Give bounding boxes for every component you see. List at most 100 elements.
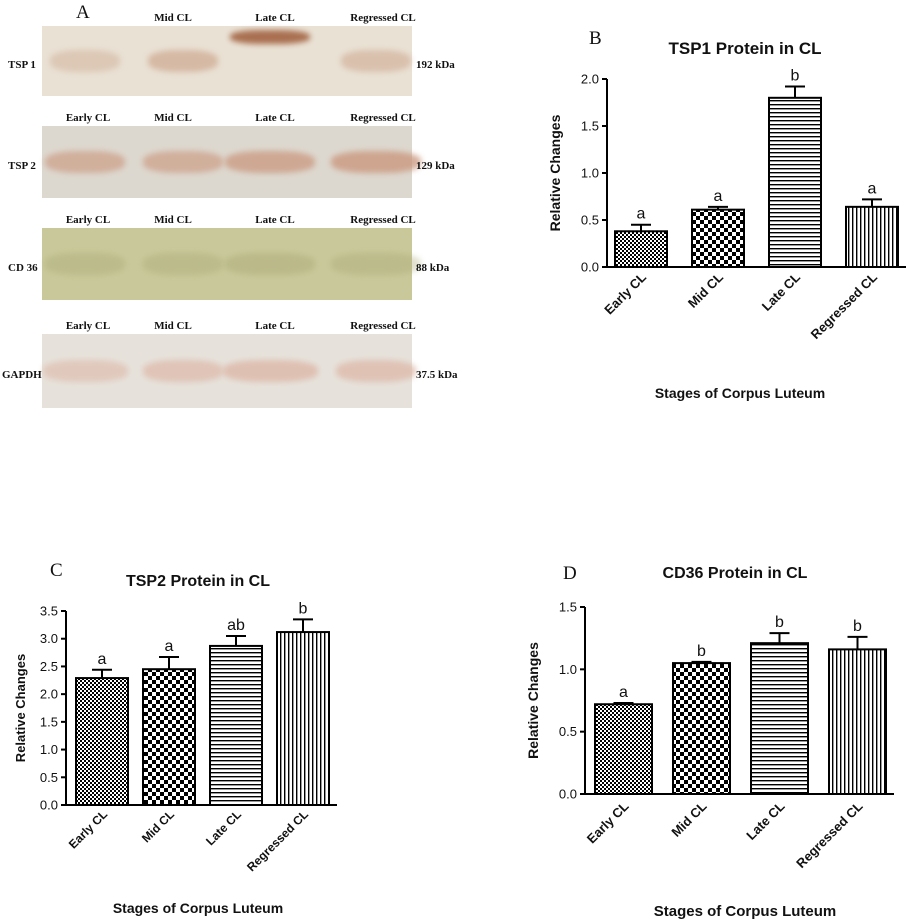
x-tick-label: Regressed CL <box>244 807 311 874</box>
y-tick-label: 0.0 <box>581 260 599 275</box>
significance-letter: a <box>165 638 174 655</box>
panel-d-letter: D <box>563 563 577 584</box>
blot-size-label: 192 kDa <box>416 59 455 71</box>
blot-lane-label: Regressed CL <box>350 214 416 226</box>
blot-band <box>143 253 223 275</box>
x-tick-label: Early CL <box>601 269 649 317</box>
chart-title: TSP2 Protein in CL <box>126 573 270 590</box>
significance-letter: b <box>791 68 800 85</box>
bar <box>75 677 129 806</box>
blot-lane-label: Mid CL <box>154 320 192 332</box>
x-tick-label: Mid CL <box>668 798 709 839</box>
panel-b-letter: B <box>589 28 602 49</box>
y-axis-label: Relative Changes <box>13 654 28 762</box>
significance-letter: a <box>637 206 646 223</box>
blot-band <box>336 360 416 382</box>
blot-band <box>148 50 218 72</box>
chart-title: TSP1 Protein in CL <box>668 39 821 58</box>
blot-lane-label: Late CL <box>255 112 295 124</box>
bar <box>750 642 809 795</box>
y-tick-label: 0.0 <box>559 787 577 802</box>
blot-lane-label: Late CL <box>255 320 295 332</box>
y-axis-label: Relative Changes <box>525 642 541 759</box>
x-tick-label: Early CL <box>66 807 110 851</box>
blot-size-label: 37.5 kDa <box>416 369 458 381</box>
bar <box>594 703 653 795</box>
y-tick-label: 1.0 <box>40 742 58 757</box>
blot-band <box>225 253 315 275</box>
y-tick-label: 0.0 <box>40 798 58 813</box>
y-tick-label: 3.0 <box>40 631 58 646</box>
chart-title: CD36 Protein in CL <box>663 565 808 582</box>
y-tick-label: 1.0 <box>559 662 577 677</box>
y-tick-label: 0.5 <box>559 724 577 739</box>
bar <box>209 644 263 806</box>
bar <box>276 631 330 807</box>
blot-band <box>45 253 125 275</box>
significance-letter: a <box>619 684 628 701</box>
y-tick-label: 2.5 <box>40 659 58 674</box>
y-tick-label: 3.5 <box>40 604 58 619</box>
y-tick-label: 1.0 <box>581 166 599 181</box>
y-tick-label: 2.0 <box>581 72 599 87</box>
blot-lane-label: Early CL <box>65 214 111 226</box>
blot-band <box>143 360 223 382</box>
panel-a-letter: A <box>76 2 90 23</box>
blot-band <box>225 151 315 173</box>
blot-protein-label: CD 36 <box>8 262 38 274</box>
x-axis-label: Stages of Corpus Luteum <box>113 900 283 916</box>
significance-letter: b <box>853 618 862 635</box>
bar <box>828 648 887 795</box>
blot-protein-label: TSP 1 <box>8 59 36 71</box>
significance-letter: b <box>299 600 308 617</box>
x-tick-label: Regressed CL <box>793 798 865 870</box>
x-axis-label: Stages of Corpus Luteum <box>655 385 825 401</box>
blot-band <box>50 50 120 72</box>
x-tick-label: Late CL <box>759 269 803 313</box>
x-tick-label: Regressed CL <box>808 269 880 341</box>
y-tick-label: 0.5 <box>40 770 58 785</box>
bar <box>845 205 899 268</box>
x-tick-label: Late CL <box>743 798 787 842</box>
blot-band <box>331 253 421 275</box>
x-tick-label: Mid CL <box>685 269 726 310</box>
blot-band <box>341 50 411 72</box>
y-tick-label: 1.5 <box>559 600 577 615</box>
blot-size-label: 129 kDa <box>416 160 455 172</box>
y-axis-label: Relative Changes <box>547 114 563 231</box>
y-tick-label: 0.5 <box>581 213 599 228</box>
y-tick-label: 2.0 <box>40 687 58 702</box>
significance-letter: a <box>868 180 877 197</box>
blot-protein-label: TSP 2 <box>8 160 36 172</box>
x-tick-label: Late CL <box>203 807 244 848</box>
bar <box>614 230 668 268</box>
blot-lane-label: Mid CL <box>154 112 192 124</box>
blot-lane-label: Mid CL <box>154 12 192 24</box>
significance-letter: b <box>697 643 706 660</box>
bar <box>142 668 196 807</box>
blot-lane-label: Early CL <box>65 320 111 332</box>
blot-band <box>331 151 421 173</box>
significance-letter: ab <box>227 617 245 634</box>
blot-lane-label: Regressed CL <box>350 12 416 24</box>
bar <box>672 662 731 795</box>
blot-membrane <box>42 228 412 300</box>
blot-lane-label: Early CL <box>65 112 111 124</box>
x-tick-label: Mid CL <box>139 807 177 845</box>
x-axis-label: Stages of Corpus Luteum <box>654 903 837 919</box>
blot-membrane <box>42 26 412 96</box>
significance-letter: b <box>775 614 784 631</box>
blot-band <box>230 30 310 44</box>
bar <box>768 96 822 268</box>
blot-protein-label: GAPDH <box>2 369 42 381</box>
panel-c-letter: C <box>50 560 63 581</box>
blot-band <box>45 151 125 173</box>
blot-band <box>222 360 318 382</box>
blot-lane-label: Mid CL <box>154 214 192 226</box>
blot-lane-label: Late CL <box>255 214 295 226</box>
blot-size-label: 88 kDa <box>416 262 450 274</box>
bar <box>691 208 745 269</box>
blot-band <box>42 360 128 382</box>
blot-band <box>143 151 223 173</box>
